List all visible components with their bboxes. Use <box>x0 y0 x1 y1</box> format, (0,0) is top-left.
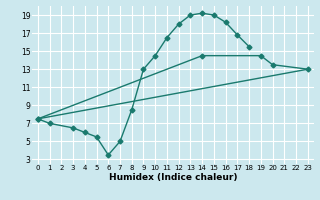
X-axis label: Humidex (Indice chaleur): Humidex (Indice chaleur) <box>108 173 237 182</box>
